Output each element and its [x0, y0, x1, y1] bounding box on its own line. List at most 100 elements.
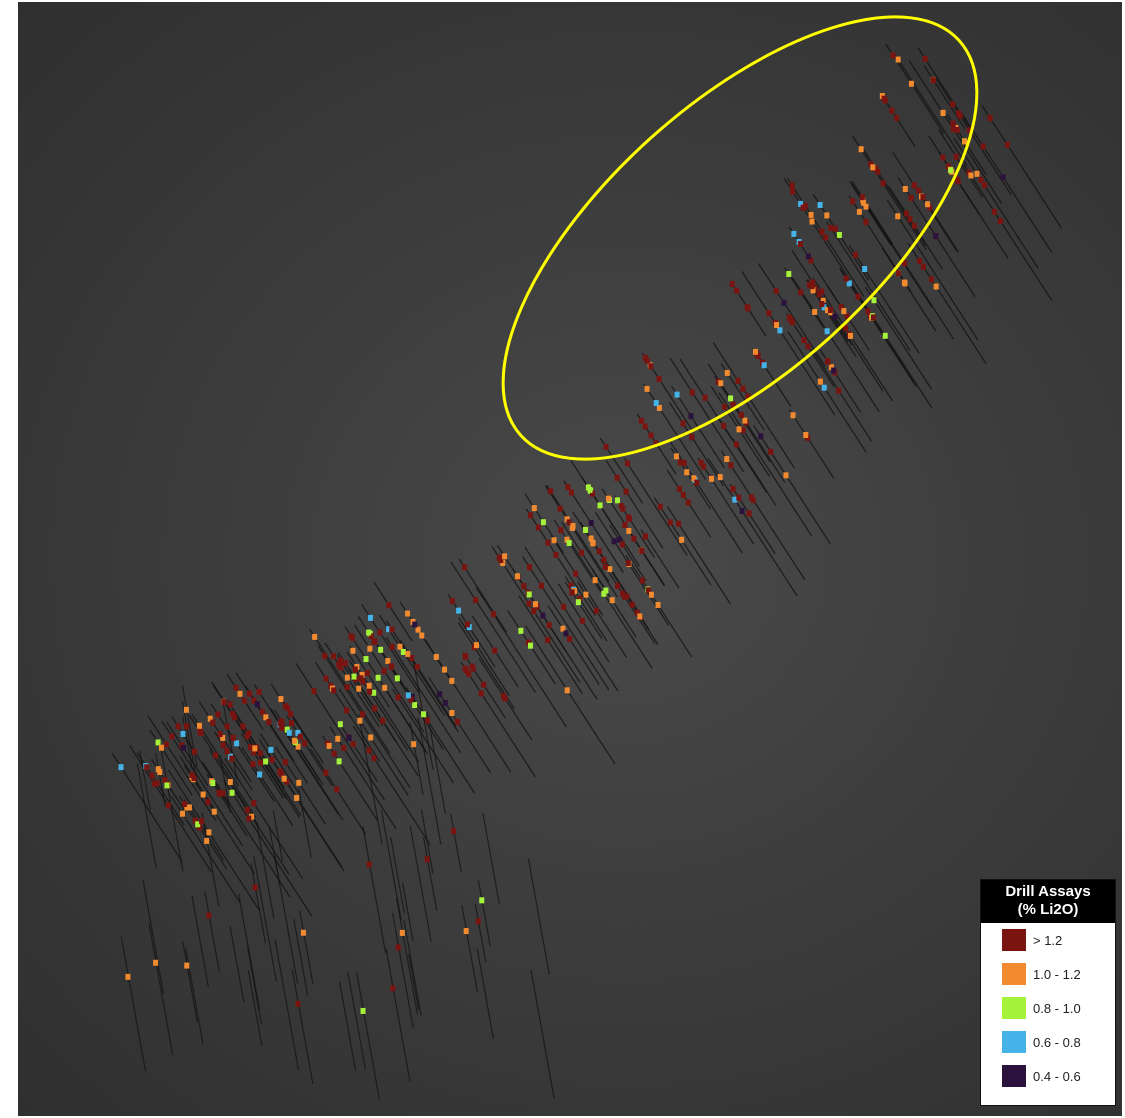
- assay-interval: [535, 524, 541, 531]
- assay-interval: [855, 293, 861, 300]
- assay-interval: [948, 167, 954, 174]
- assay-interval: [449, 709, 455, 716]
- drill-trace: [935, 78, 1012, 196]
- legend-title-line1: Drill Assays: [1005, 883, 1091, 900]
- assay-interval: [479, 897, 485, 904]
- assay-interval: [419, 632, 425, 639]
- assay-interval: [257, 771, 263, 778]
- assay-interval: [588, 535, 594, 542]
- assay-interval: [206, 829, 212, 836]
- drill-trace: [147, 715, 217, 822]
- assay-interval: [339, 659, 345, 666]
- drill-trace: [347, 971, 366, 1070]
- assay-interval: [758, 433, 764, 440]
- assay-interval: [151, 780, 157, 787]
- drill-trace: [546, 485, 610, 583]
- assay-interval: [192, 748, 198, 755]
- drill-trace: [138, 750, 151, 810]
- assay-interval: [363, 656, 369, 663]
- assay-interval: [346, 734, 352, 741]
- drill-trace: [892, 152, 958, 252]
- assay-interval: [602, 564, 608, 571]
- assay-interval: [838, 304, 844, 311]
- drill-trace: [240, 733, 284, 799]
- assay-interval: [823, 234, 829, 241]
- assay-interval: [424, 856, 430, 863]
- assay-interval: [916, 187, 922, 194]
- assay-interval: [701, 463, 707, 470]
- drill-trace: [362, 826, 387, 954]
- assay-interval: [890, 52, 896, 59]
- assay-interval: [831, 367, 837, 374]
- 3d-drillhole-view[interactable]: Drill Assays (% Li2O) > 1.2 1.0 - 1.2 0.…: [18, 2, 1122, 1116]
- assay-interval: [155, 739, 161, 746]
- assay-interval: [929, 276, 935, 283]
- assay-interval: [781, 299, 787, 306]
- assay-interval: [933, 283, 939, 290]
- drill-trace: [825, 221, 911, 352]
- drill-trace: [272, 810, 284, 862]
- assay-interval: [184, 804, 190, 811]
- drill-trace: [391, 912, 414, 1028]
- assay-interval: [625, 560, 631, 567]
- assay-interval: [832, 225, 838, 232]
- assay-interval: [786, 314, 792, 321]
- assay-interval: [490, 611, 496, 618]
- assay-interval: [808, 211, 814, 218]
- assay-interval: [184, 962, 190, 969]
- drill-trace: [337, 652, 397, 742]
- assay-interval: [863, 218, 869, 225]
- assay-interval: [182, 801, 188, 808]
- assay-interval: [181, 744, 187, 751]
- assay-interval: [442, 699, 448, 706]
- assay-interval: [622, 521, 628, 528]
- drill-trace: [204, 891, 220, 972]
- assay-interval: [573, 570, 579, 577]
- assay-interval: [821, 384, 827, 391]
- assay-interval: [614, 474, 620, 481]
- assay-interval: [408, 696, 414, 703]
- drill-trace: [120, 936, 147, 1072]
- assay-interval: [917, 257, 923, 264]
- assay-interval: [282, 759, 288, 766]
- assay-interval: [538, 582, 544, 589]
- assay-interval: [164, 782, 170, 789]
- assay-interval: [295, 1000, 301, 1007]
- drill-trace: [447, 594, 496, 668]
- drill-trace: [667, 438, 743, 554]
- drill-trace: [422, 837, 438, 911]
- assay-interval: [266, 719, 272, 726]
- assay-interval: [247, 744, 253, 751]
- drill-trace: [299, 910, 314, 985]
- legend-swatch: [1002, 963, 1026, 985]
- assay-interval: [615, 582, 621, 589]
- assay-interval: [397, 643, 403, 650]
- assay-interval: [400, 648, 406, 655]
- assay-interval: [870, 164, 876, 171]
- assay-interval: [233, 684, 239, 691]
- drill-trace: [643, 383, 707, 480]
- assay-interval: [750, 497, 756, 504]
- assay-interval: [349, 634, 355, 641]
- assay-interval: [414, 663, 420, 670]
- drill-trace: [718, 392, 813, 537]
- assay-interval: [455, 718, 461, 725]
- assay-interval: [252, 745, 258, 752]
- assay-interval: [456, 607, 462, 614]
- assay-interval: [766, 310, 772, 317]
- drill-trace: [474, 903, 487, 963]
- assay-interval: [596, 548, 602, 555]
- assay-interval: [527, 642, 533, 649]
- assay-interval: [372, 705, 378, 712]
- assay-interval: [933, 233, 939, 240]
- assay-interval: [514, 573, 520, 580]
- assay-interval: [734, 287, 740, 294]
- assay-interval: [812, 308, 818, 315]
- drill-trace: [256, 823, 275, 919]
- drill-trace: [544, 485, 619, 598]
- assay-interval: [323, 769, 329, 776]
- assay-interval: [724, 369, 730, 376]
- drill-trace: [953, 137, 1039, 269]
- assay-interval: [196, 722, 202, 729]
- assay-interval: [783, 472, 789, 479]
